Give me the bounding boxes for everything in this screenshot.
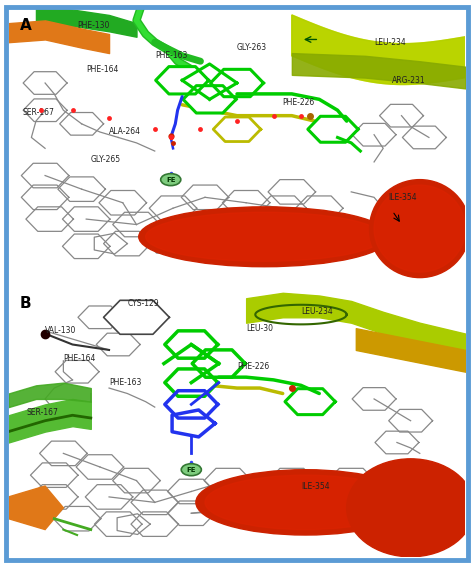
Polygon shape xyxy=(259,496,307,520)
Polygon shape xyxy=(165,331,218,358)
Polygon shape xyxy=(30,463,78,488)
Polygon shape xyxy=(55,361,99,383)
Text: GLY-265: GLY-265 xyxy=(91,155,121,164)
Polygon shape xyxy=(40,441,87,466)
Polygon shape xyxy=(99,191,146,215)
Text: PHE-226: PHE-226 xyxy=(237,362,269,371)
Polygon shape xyxy=(104,301,169,335)
Polygon shape xyxy=(402,126,447,149)
Polygon shape xyxy=(60,112,104,135)
Polygon shape xyxy=(210,69,264,97)
Polygon shape xyxy=(380,104,423,127)
Polygon shape xyxy=(96,333,140,356)
Polygon shape xyxy=(192,350,245,377)
Polygon shape xyxy=(155,66,209,94)
Text: PHE-164: PHE-164 xyxy=(86,65,118,74)
Text: B: B xyxy=(20,295,32,311)
Text: LEU-30: LEU-30 xyxy=(246,324,273,333)
Polygon shape xyxy=(183,86,236,113)
Polygon shape xyxy=(292,15,465,84)
Polygon shape xyxy=(131,490,179,515)
Polygon shape xyxy=(389,409,433,432)
Text: PHE-163: PHE-163 xyxy=(109,378,141,387)
Polygon shape xyxy=(295,196,343,221)
Circle shape xyxy=(181,464,201,476)
Text: CYS-129: CYS-129 xyxy=(128,299,159,308)
Ellipse shape xyxy=(146,212,383,261)
Ellipse shape xyxy=(370,180,470,278)
Text: SER-167: SER-167 xyxy=(22,108,54,117)
Polygon shape xyxy=(23,99,67,121)
Polygon shape xyxy=(113,468,160,493)
Polygon shape xyxy=(328,468,375,493)
Polygon shape xyxy=(352,388,396,411)
Polygon shape xyxy=(63,207,110,231)
Ellipse shape xyxy=(139,207,390,266)
Polygon shape xyxy=(268,468,316,493)
Ellipse shape xyxy=(374,185,465,272)
Polygon shape xyxy=(145,229,192,253)
Polygon shape xyxy=(26,207,73,231)
Text: ILE-354: ILE-354 xyxy=(301,481,329,490)
Text: A: A xyxy=(20,18,32,33)
Text: PHE-226: PHE-226 xyxy=(283,98,315,107)
Text: FE: FE xyxy=(166,177,175,183)
Polygon shape xyxy=(181,218,229,242)
Text: ALA-264: ALA-264 xyxy=(109,128,141,137)
Polygon shape xyxy=(21,185,69,210)
Polygon shape xyxy=(213,496,261,520)
Text: PHE-163: PHE-163 xyxy=(155,51,187,60)
Polygon shape xyxy=(375,431,419,454)
Text: LEU-234: LEU-234 xyxy=(374,37,406,46)
Polygon shape xyxy=(181,185,229,210)
Polygon shape xyxy=(58,177,105,201)
Polygon shape xyxy=(222,191,270,215)
Polygon shape xyxy=(76,455,124,479)
Polygon shape xyxy=(149,196,197,221)
Text: SER-167: SER-167 xyxy=(27,408,59,417)
Text: LEU-234: LEU-234 xyxy=(301,307,333,316)
Polygon shape xyxy=(30,485,78,509)
Polygon shape xyxy=(113,212,160,237)
Polygon shape xyxy=(167,501,215,526)
Ellipse shape xyxy=(205,475,406,530)
Polygon shape xyxy=(21,163,69,188)
Polygon shape xyxy=(63,234,110,259)
Polygon shape xyxy=(165,369,218,396)
Polygon shape xyxy=(268,180,316,204)
Ellipse shape xyxy=(346,459,474,557)
Polygon shape xyxy=(53,506,101,531)
Text: ILE-354: ILE-354 xyxy=(388,193,417,202)
Text: PHE-164: PHE-164 xyxy=(64,354,96,363)
Polygon shape xyxy=(222,215,270,239)
Polygon shape xyxy=(94,512,142,536)
Circle shape xyxy=(161,174,181,185)
Polygon shape xyxy=(295,485,343,509)
Polygon shape xyxy=(292,15,465,84)
Polygon shape xyxy=(167,479,215,503)
Text: PHE-130: PHE-130 xyxy=(77,22,109,31)
Polygon shape xyxy=(9,486,64,530)
Polygon shape xyxy=(85,485,133,509)
Polygon shape xyxy=(78,306,122,329)
Text: FE: FE xyxy=(187,467,196,473)
Polygon shape xyxy=(241,479,288,503)
Polygon shape xyxy=(285,389,335,414)
Polygon shape xyxy=(204,468,252,493)
Text: VAL-130: VAL-130 xyxy=(45,327,76,336)
Text: GLY-263: GLY-263 xyxy=(237,43,267,52)
Polygon shape xyxy=(104,231,151,256)
Polygon shape xyxy=(352,124,396,146)
Ellipse shape xyxy=(196,469,415,535)
Polygon shape xyxy=(23,71,67,94)
Polygon shape xyxy=(131,512,179,536)
Polygon shape xyxy=(308,116,358,142)
Text: ARG-231: ARG-231 xyxy=(392,76,426,85)
Polygon shape xyxy=(259,196,307,221)
